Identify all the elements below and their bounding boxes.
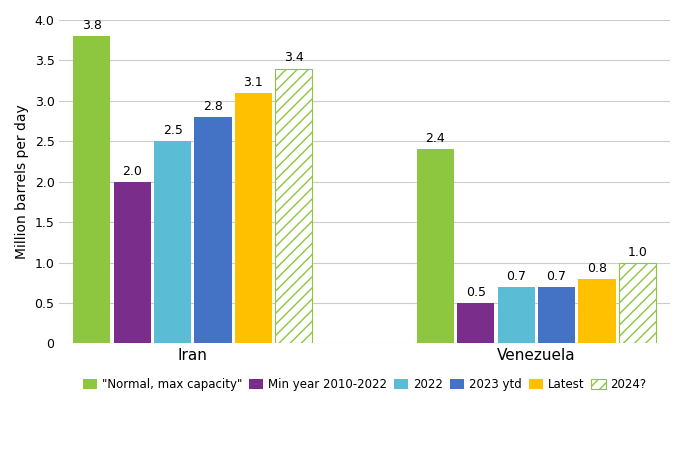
Bar [113, 182, 150, 343]
Text: 2.0: 2.0 [122, 165, 142, 178]
Text: 3.4: 3.4 [284, 52, 304, 64]
Text: 0.5: 0.5 [466, 286, 486, 299]
Bar [234, 93, 272, 343]
Y-axis label: Million barrels per day: Million barrels per day [15, 104, 29, 259]
Text: 0.8: 0.8 [587, 262, 607, 275]
Text: 0.7: 0.7 [547, 270, 566, 283]
Legend: "Normal, max capacity", Min year 2010-2022, 2022, 2023 ytd, Latest, 2024?: "Normal, max capacity", Min year 2010-20… [78, 373, 651, 396]
Bar [538, 287, 575, 343]
Bar [74, 36, 111, 343]
Text: 2.8: 2.8 [203, 100, 223, 113]
Text: 1.0: 1.0 [627, 245, 648, 259]
Bar [619, 263, 656, 343]
Text: 3.1: 3.1 [244, 76, 263, 89]
Bar [457, 303, 494, 343]
Bar [195, 117, 232, 343]
Bar [578, 279, 615, 343]
Text: 2.5: 2.5 [162, 124, 183, 137]
Bar [498, 287, 535, 343]
Bar [416, 149, 454, 343]
Text: 2.4: 2.4 [426, 133, 445, 145]
Bar [154, 141, 191, 343]
Text: 3.8: 3.8 [82, 19, 102, 32]
Bar [275, 69, 312, 343]
Text: 0.7: 0.7 [506, 270, 526, 283]
